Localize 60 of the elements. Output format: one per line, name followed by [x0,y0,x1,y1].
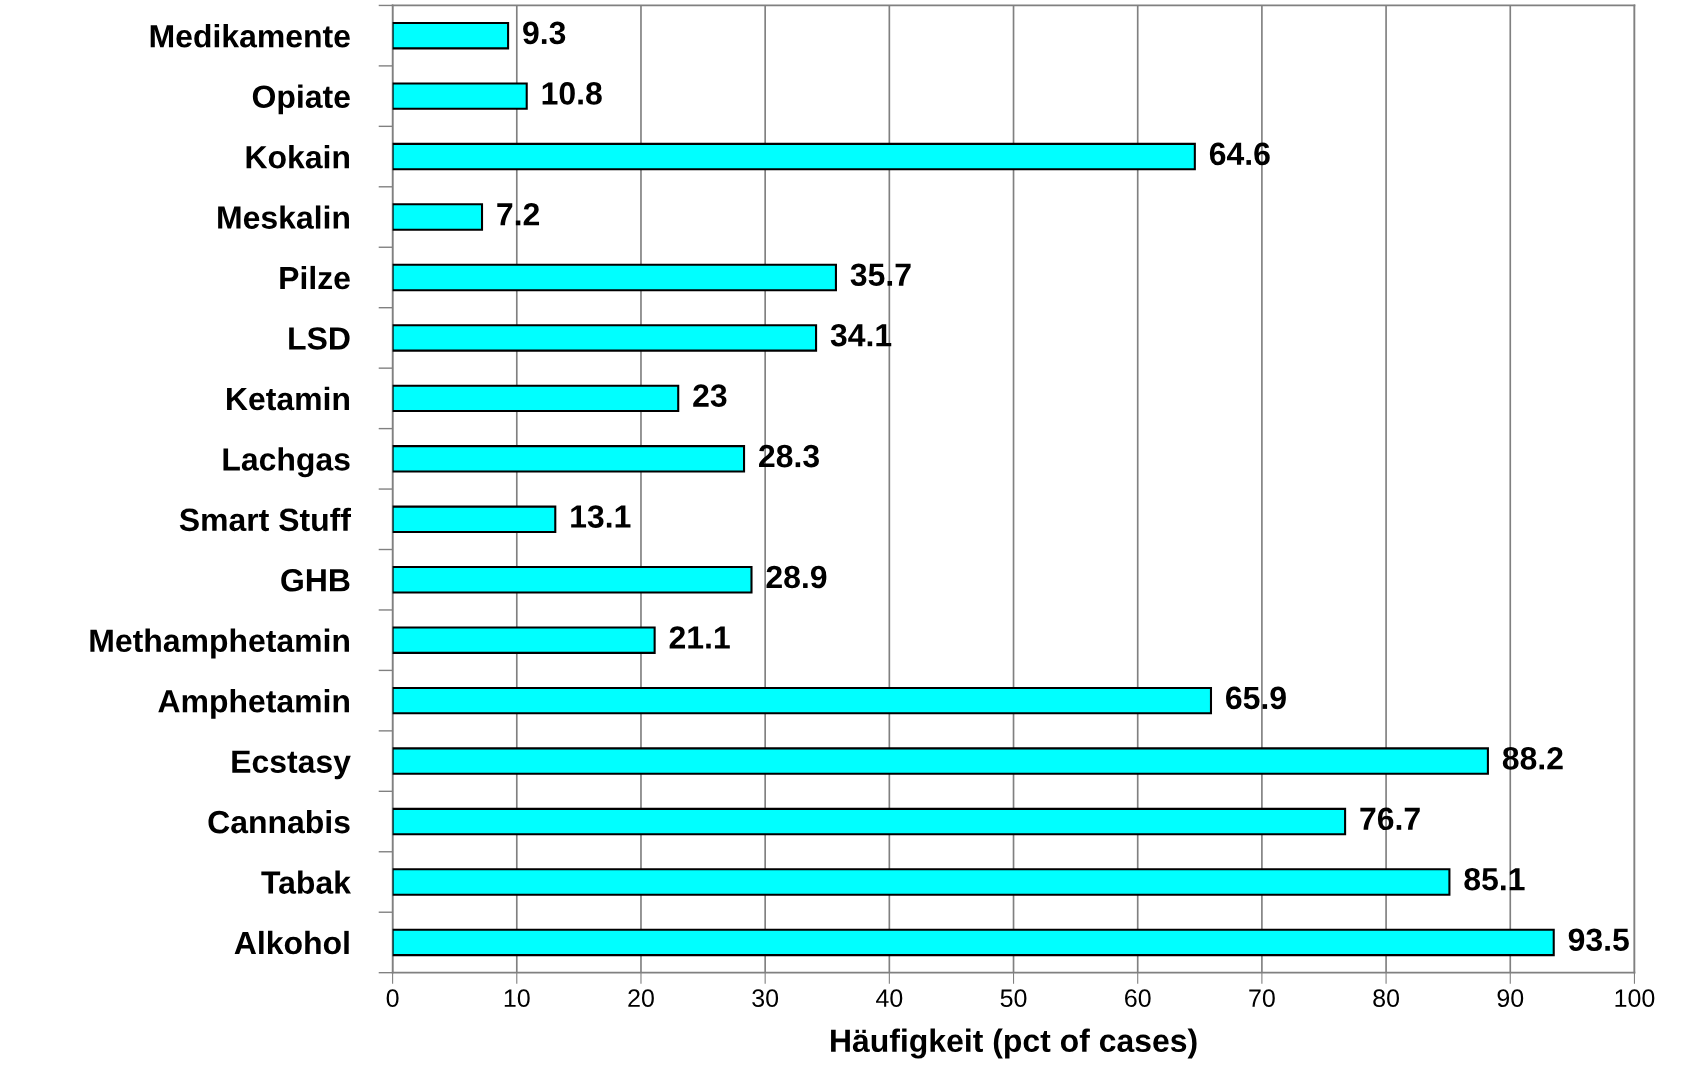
y-tick-label: Smart Stuff [179,507,352,532]
data-label: 35.7 [850,263,911,287]
bar [392,686,1213,715]
data-label: 64.6 [1209,142,1270,166]
bar [392,21,510,50]
y-tick-label: Cannabis [208,809,350,834]
x-tick-label: 30 [752,989,779,1008]
x-tick-label: 60 [1125,989,1151,1008]
y-tick-label: Tabak [261,870,351,894]
x-tick-label: 0 [386,989,399,1008]
bar [392,324,818,352]
data-label: 10.8 [542,82,602,105]
x-tick-label: 70 [1249,989,1275,1008]
y-tick-label: GHB [281,569,350,592]
data-label: 7.2 [497,202,540,226]
x-tick-label: 80 [1373,989,1400,1008]
bar [392,384,680,413]
data-label: 28.3 [759,444,819,468]
data-label: 85.1 [1464,867,1525,891]
bar [392,445,746,473]
y-tick-label: Alkohol [234,930,349,955]
bar [392,505,557,534]
y-tick-label: Kokain [246,145,349,169]
y-tick-label: Methamphetamin [90,628,349,659]
data-label: 13.1 [571,505,631,528]
y-tick-label: Pilze [280,265,350,290]
y-tick-label: Lachgas [223,447,350,478]
y-tick-label: Amphetamin [158,689,349,719]
x-tick-label: 90 [1497,989,1524,1008]
bar [392,626,656,654]
y-tick-label: Ketamin [227,386,349,411]
bar [392,142,1196,171]
x-tick-label: 20 [628,989,654,1008]
x-tick-label: 10 [504,989,530,1008]
data-label: 65.9 [1226,686,1286,710]
bar [392,566,753,594]
y-tick-label: Opiate [252,84,350,115]
data-label: 21.1 [669,626,730,649]
y-tick-label: LSD [289,327,350,350]
data-label: 34.1 [830,323,892,347]
bar [392,807,1347,836]
bar [392,263,837,292]
bar [392,82,528,110]
x-tick-label: 50 [1000,989,1027,1008]
y-tick-label: Meskalin [218,205,349,229]
y-tick-label: Medikamente [150,24,350,48]
x-axis-title: Häufigkeit (pct of cases) [831,1028,1197,1059]
x-tick-label: 100 [1615,989,1655,1008]
bar [392,868,1451,896]
bar [392,203,484,231]
x-tick-label: 40 [876,989,903,1008]
data-label: 28.9 [766,565,827,589]
bar [392,928,1555,957]
data-label: 93.5 [1568,928,1629,952]
y-tick-label: Ecstasy [232,750,351,780]
data-label: 88.2 [1502,747,1563,770]
data-label: 23 [693,384,727,407]
data-label: 76.7 [1360,807,1420,831]
data-label: 9.3 [523,21,566,45]
bar [392,747,1489,775]
